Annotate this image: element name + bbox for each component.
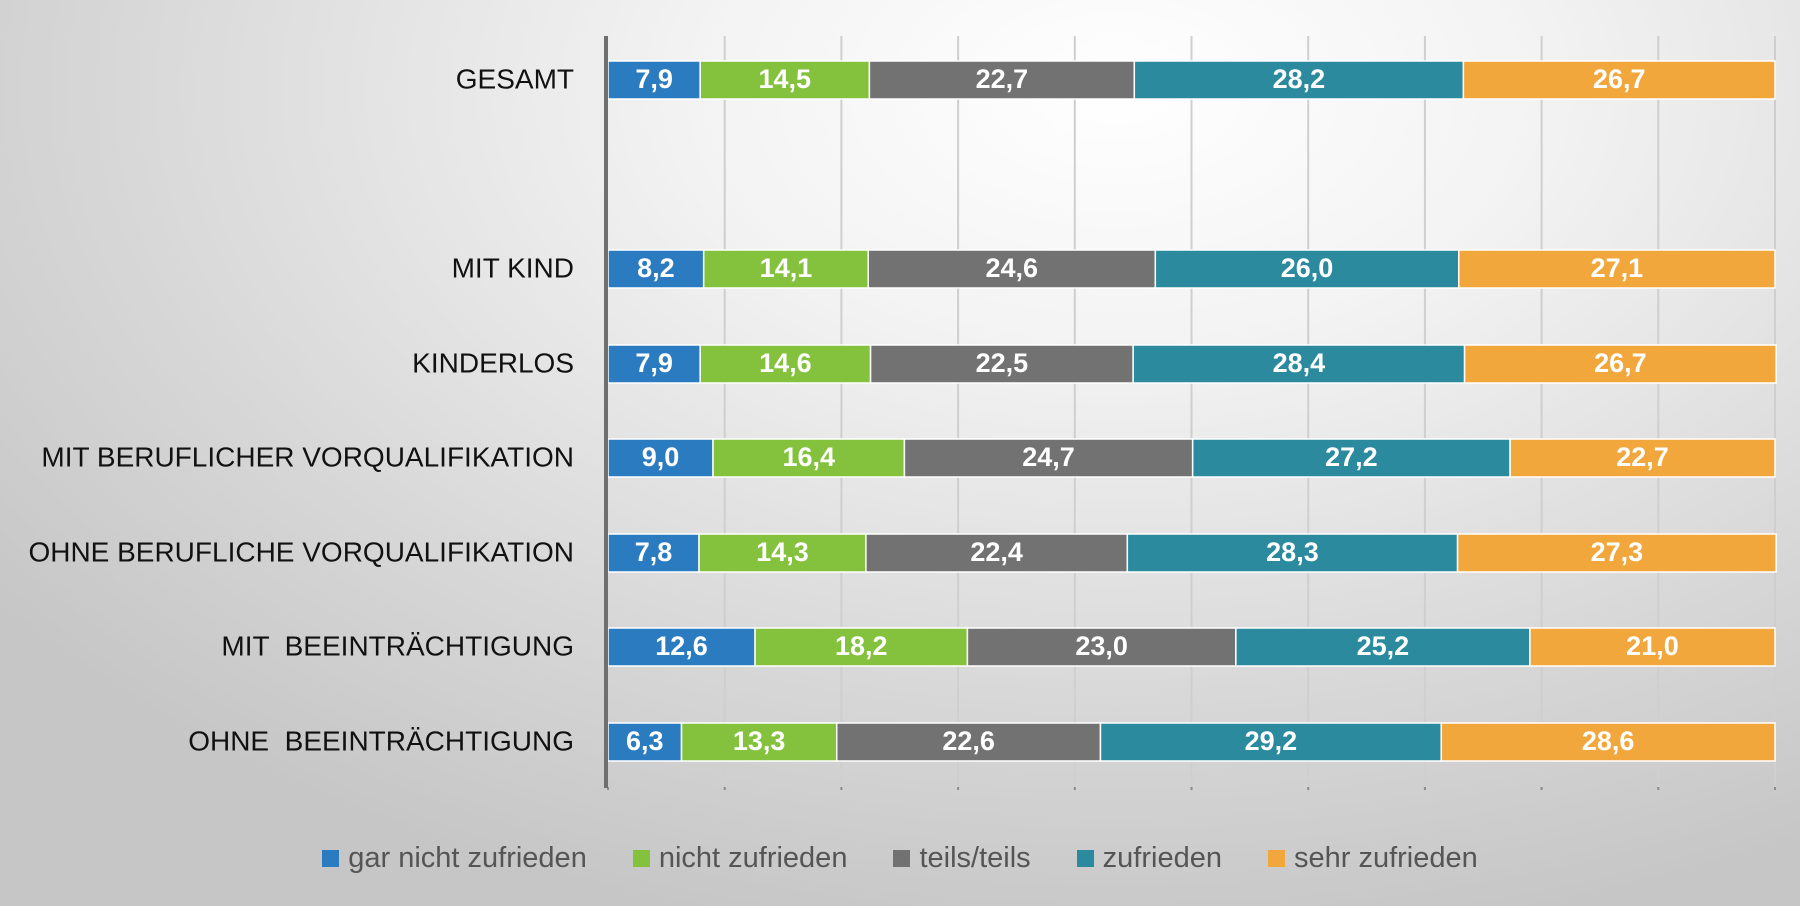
data-label: 27,3 bbox=[1591, 537, 1644, 567]
category-label: MIT BEEINTRÄCHTIGUNG bbox=[221, 630, 574, 661]
bar-segment bbox=[1529, 627, 1776, 667]
category-label: GESAMT bbox=[456, 63, 574, 94]
data-label: 8,2 bbox=[637, 253, 675, 283]
bar-segment bbox=[1457, 249, 1776, 289]
bar-segment bbox=[607, 438, 714, 478]
bar-segment bbox=[1456, 533, 1777, 573]
legend-swatch bbox=[632, 850, 650, 867]
legend-item: teils/teils bbox=[893, 842, 1031, 875]
data-label: 23,0 bbox=[1075, 631, 1128, 661]
bar-segment bbox=[1126, 533, 1459, 573]
legend-swatch bbox=[1267, 850, 1285, 867]
bar-segment bbox=[1191, 438, 1511, 478]
data-label: 28,6 bbox=[1582, 726, 1635, 756]
data-label: 21,0 bbox=[1626, 631, 1679, 661]
data-label: 9,0 bbox=[642, 442, 680, 472]
bar-segment bbox=[865, 533, 1129, 573]
legend-item: nicht zufrieden bbox=[632, 842, 848, 875]
bar-segment bbox=[754, 627, 969, 667]
data-label: 7,9 bbox=[635, 64, 673, 94]
data-label: 28,4 bbox=[1273, 348, 1326, 378]
data-label: 7,8 bbox=[635, 537, 673, 567]
data-label: 22,4 bbox=[970, 537, 1023, 567]
bar-segment bbox=[1462, 60, 1776, 100]
legend-label: gar nicht zufrieden bbox=[348, 842, 587, 874]
data-label: 26,7 bbox=[1594, 348, 1647, 378]
bar-segment bbox=[607, 249, 705, 289]
legend-label: zufrieden bbox=[1102, 842, 1222, 874]
data-label: 13,3 bbox=[733, 726, 786, 756]
bar-segment bbox=[867, 249, 1157, 289]
data-label: 14,5 bbox=[759, 64, 812, 94]
data-label: 22,6 bbox=[942, 726, 995, 756]
bar-segment bbox=[698, 533, 867, 573]
data-label: 25,2 bbox=[1357, 631, 1410, 661]
category-label: KINDERLOS bbox=[412, 347, 574, 378]
data-label: 27,2 bbox=[1325, 442, 1378, 472]
data-label: 7,9 bbox=[635, 348, 673, 378]
legend-item: sehr zufrieden bbox=[1267, 842, 1478, 875]
category-label: MIT KIND bbox=[452, 252, 574, 283]
category-label: OHNE BEEINTRÄCHTIGUNG bbox=[188, 725, 574, 756]
data-label: 18,2 bbox=[835, 631, 888, 661]
data-label: 6,3 bbox=[626, 726, 664, 756]
bar-segment bbox=[1235, 627, 1531, 667]
bar-segment bbox=[966, 627, 1237, 667]
data-label: 14,1 bbox=[760, 253, 813, 283]
data-label: 22,5 bbox=[976, 348, 1029, 378]
data-label: 28,2 bbox=[1273, 64, 1326, 94]
data-label: 27,1 bbox=[1591, 253, 1644, 283]
data-label: 22,7 bbox=[1616, 442, 1669, 472]
data-label: 28,3 bbox=[1266, 537, 1319, 567]
data-label: 29,2 bbox=[1245, 726, 1298, 756]
bar-segment bbox=[869, 344, 1134, 384]
bar-segment bbox=[680, 722, 838, 762]
data-label: 24,6 bbox=[986, 253, 1039, 283]
legend-swatch bbox=[322, 850, 340, 867]
legend-swatch bbox=[1076, 850, 1094, 867]
bar-segment bbox=[1132, 344, 1466, 384]
bar-segment bbox=[1440, 722, 1776, 762]
data-label: 14,6 bbox=[759, 348, 812, 378]
bar-segment bbox=[1133, 60, 1465, 100]
category-label: MIT BERUFLICHER VORQUALIFIKATION bbox=[41, 441, 574, 472]
bar-segment bbox=[1463, 344, 1777, 384]
bar-segment bbox=[699, 344, 872, 384]
bar-segment bbox=[1509, 438, 1776, 478]
bar-segment bbox=[712, 438, 906, 478]
bar-segment bbox=[607, 344, 701, 384]
data-label: 14,3 bbox=[756, 537, 809, 567]
legend-item: zufrieden bbox=[1076, 842, 1222, 875]
data-label: 26,7 bbox=[1593, 64, 1646, 94]
legend-swatch bbox=[893, 850, 911, 867]
category-label: OHNE BERUFLICHE VORQUALIFIKATION bbox=[28, 536, 574, 567]
bar-segment bbox=[1099, 722, 1442, 762]
data-label: 12,6 bbox=[655, 631, 708, 661]
legend-item: gar nicht zufrieden bbox=[322, 842, 587, 875]
data-label: 16,4 bbox=[782, 442, 835, 472]
data-label: 24,7 bbox=[1022, 442, 1075, 472]
legend-label: nicht zufrieden bbox=[658, 842, 848, 874]
legend-label: teils/teils bbox=[919, 842, 1031, 874]
chart-legend: gar nicht zufrieden nicht zufrieden teils/… bbox=[0, 842, 1800, 875]
bar-segment bbox=[868, 60, 1136, 100]
bar-segment bbox=[1154, 249, 1460, 289]
legend-label: sehr zufrieden bbox=[1293, 842, 1478, 874]
data-label: 22,7 bbox=[976, 64, 1029, 94]
data-label: 26,0 bbox=[1281, 253, 1334, 283]
